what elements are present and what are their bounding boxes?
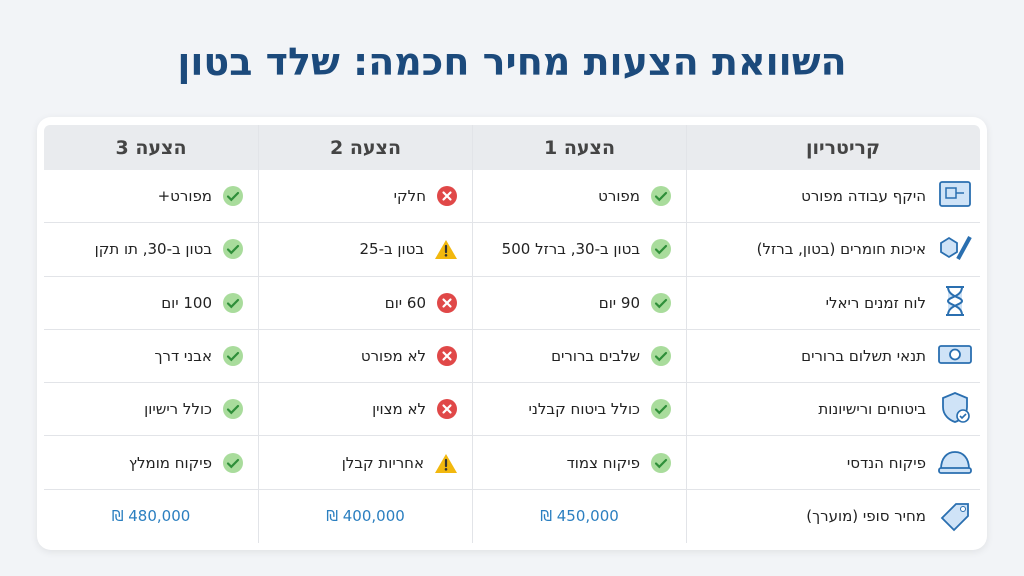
- criterion-label: מחיר סופי (מוערך): [806, 507, 926, 526]
- status-icon: [222, 292, 244, 314]
- price-cell: ₪ 450,000: [472, 489, 686, 544]
- table-row: ביטוחים ורישיונות כולל ביטוח קבלני לא מצוי…: [44, 383, 980, 437]
- criterion-icon: [936, 229, 974, 269]
- status-icon: [434, 452, 458, 474]
- header-cell: הצעה 1: [472, 125, 686, 170]
- criterion-label: איכות חומרים (בטון, ברזל): [756, 240, 926, 259]
- comparison-table: קריטריון הצעה 1 הצעה 2 הצעה 3 היקף עבודה מפ…: [37, 117, 987, 550]
- status-icon: [436, 292, 458, 314]
- criterion-cell: תנאי תשלום ברורים: [686, 329, 980, 383]
- status-text: לא מפורט: [360, 347, 426, 366]
- criterion-icon: [936, 176, 974, 216]
- status-cell: אחריות קבלן: [258, 436, 472, 489]
- status-text: מפורט+: [157, 187, 212, 206]
- status-cell: כולל רישיון: [44, 383, 258, 435]
- status-text: פיקוח צמוד: [566, 453, 640, 472]
- criterion-label: ביטוחים ורישיונות: [818, 400, 926, 419]
- status-icon: [222, 185, 244, 207]
- status-cell: בטון ב-25: [258, 223, 472, 276]
- table-row: מחיר סופי (מוערך) ₪ 450,000 ₪ 400,000 ₪ 480…: [44, 489, 980, 544]
- status-icon: [436, 398, 458, 420]
- status-icon: [222, 238, 244, 260]
- status-icon: [650, 185, 672, 207]
- header-cell: קריטריון: [686, 125, 980, 170]
- price-value: ₪ 450,000: [540, 507, 619, 526]
- status-cell: מפורט+: [44, 170, 258, 222]
- status-text: מפורט: [598, 187, 640, 206]
- criterion-icon: [936, 443, 974, 483]
- status-cell: פיקוח צמוד: [472, 436, 686, 489]
- status-text: כולל ביטוח קבלני: [528, 400, 640, 419]
- criterion-label: לוח זמנים ריאלי: [825, 293, 926, 312]
- criterion-cell: ביטוחים ורישיונות: [686, 383, 980, 436]
- status-icon: [650, 452, 672, 474]
- status-cell: פיקוח מומלץ: [44, 436, 258, 488]
- status-cell: אבני דרך: [44, 330, 258, 382]
- criterion-icon: [936, 336, 974, 376]
- status-text: 60 יום: [384, 293, 426, 312]
- status-cell: בטון ב-30, ברזל 500: [472, 223, 686, 276]
- status-text: בטון ב-30, תו תקן: [94, 240, 212, 259]
- table-row: איכות חומרים (בטון, ברזל) בטון ב-30, ברזל…: [44, 223, 980, 277]
- status-icon: [650, 398, 672, 420]
- criterion-icon: [936, 496, 974, 536]
- status-text: אבני דרך: [154, 347, 212, 366]
- status-cell: 60 יום: [258, 276, 472, 329]
- status-cell: שלבים ברורים: [472, 329, 686, 383]
- status-icon: [650, 345, 672, 367]
- table-row: תנאי תשלום ברורים שלבים ברורים לא מפורט אבנ…: [44, 329, 980, 384]
- status-text: 100 יום: [161, 293, 212, 312]
- price-cell: ₪ 480,000: [44, 490, 258, 543]
- criterion-label: היקף עבודה מפורט: [801, 187, 926, 206]
- price-cell: ₪ 400,000: [258, 489, 472, 544]
- status-icon: [650, 238, 672, 260]
- header-cell: הצעה 3: [115, 136, 187, 159]
- criterion-cell: פיקוח הנדסי: [686, 436, 980, 489]
- status-cell: בטון ב-30, תו תקן: [44, 223, 258, 275]
- criterion-cell: לוח זמנים ריאלי: [686, 276, 980, 329]
- status-icon: [222, 452, 244, 474]
- table-row: לוח זמנים ריאלי 90 יום 60 יום 100 יום: [44, 276, 980, 330]
- criterion-icon: [936, 283, 974, 323]
- criterion-icon: [936, 389, 974, 429]
- status-text: כולל רישיון: [144, 400, 212, 419]
- criterion-cell: איכות חומרים (בטון, ברזל): [686, 223, 980, 276]
- status-text: 90 יום: [598, 293, 640, 312]
- status-cell: חלקי: [258, 170, 472, 223]
- status-cell: כולל ביטוח קבלני: [472, 383, 686, 436]
- status-cell: 100 יום: [44, 277, 258, 329]
- table-row: פיקוח הנדסי פיקוח צמוד אחריות קבלן פיקוח מו…: [44, 436, 980, 490]
- status-text: חלקי: [393, 187, 426, 206]
- table-row: היקף עבודה מפורט מפורט חלקי מפורט+: [44, 170, 980, 224]
- status-text: בטון ב-25: [359, 240, 424, 259]
- criterion-cell: מחיר סופי (מוערך): [686, 489, 980, 544]
- price-value: ₪ 400,000: [326, 507, 405, 526]
- price-value: ₪ 480,000: [111, 507, 191, 526]
- header-cell: הצעה 2: [258, 125, 472, 170]
- page-title: השוואת הצעות מחיר חכמה: שלד בטון: [177, 40, 847, 84]
- status-text: לא מצוין: [372, 400, 426, 419]
- status-cell: לא מצוין: [258, 383, 472, 436]
- status-icon: [222, 398, 244, 420]
- status-text: פיקוח מומלץ: [128, 453, 212, 472]
- status-icon: [434, 238, 458, 260]
- status-icon: [436, 185, 458, 207]
- status-cell: 90 יום: [472, 276, 686, 329]
- status-icon: [222, 345, 244, 367]
- status-text: בטון ב-30, ברזל 500: [501, 240, 640, 259]
- status-icon: [650, 292, 672, 314]
- status-text: שלבים ברורים: [551, 347, 640, 366]
- criterion-label: פיקוח הנדסי: [846, 453, 926, 472]
- criterion-cell: היקף עבודה מפורט: [686, 170, 980, 223]
- header-row: קריטריון הצעה 1 הצעה 2 הצעה 3: [44, 125, 980, 170]
- status-icon: [436, 345, 458, 367]
- criterion-label: תנאי תשלום ברורים: [801, 347, 926, 366]
- status-cell: מפורט: [472, 170, 686, 223]
- status-cell: לא מפורט: [258, 329, 472, 383]
- status-text: אחריות קבלן: [341, 453, 424, 472]
